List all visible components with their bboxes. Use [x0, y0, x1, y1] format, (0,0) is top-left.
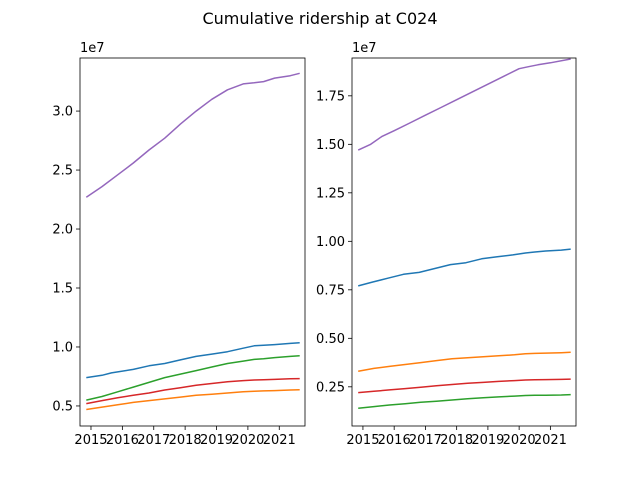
y-tick-label: 0.25	[316, 380, 345, 395]
y-tick-label: 1.50	[316, 138, 345, 153]
x-tick-label: 2018	[169, 433, 202, 448]
y-tick-label: 0.5	[52, 399, 73, 414]
x-tick-label: 2019	[471, 433, 504, 448]
axes-frame	[351, 57, 577, 427]
x-tick-label: 2016	[106, 433, 139, 448]
y-tick-label: 3.0	[52, 105, 73, 120]
series-line-2	[358, 248, 571, 287]
y-tick-label: 1.0	[52, 340, 73, 355]
x-tick-label: 2017	[137, 433, 170, 448]
x-tick-label: 2018	[440, 433, 473, 448]
series-line-5	[358, 393, 571, 409]
axes-frame	[79, 57, 306, 427]
y-tick-label: 1.00	[316, 235, 345, 250]
x-tick-label: 2021	[263, 433, 296, 448]
series-line-5	[86, 388, 300, 411]
y-tick-label: 1.75	[316, 89, 345, 104]
x-tick-label: 2015	[346, 433, 379, 448]
y-tick-label: 1.5	[52, 282, 73, 297]
x-tick-label: 2020	[503, 433, 536, 448]
series-line-2	[86, 342, 300, 379]
series-line-1	[357, 58, 571, 151]
y-tick-label: 0.75	[316, 283, 345, 298]
series-line-3	[86, 355, 300, 401]
y-tick-label: 0.50	[316, 332, 345, 347]
y-offset-label: 1e7	[352, 41, 377, 56]
series-line-4	[358, 378, 571, 394]
x-tick-label: 2019	[200, 433, 233, 448]
x-tick-label: 2021	[534, 433, 567, 448]
chart-title: Cumulative ridership at C024	[202, 9, 437, 28]
x-tick-label: 2017	[409, 433, 442, 448]
y-tick-label: 2.5	[52, 164, 73, 179]
series-line-1	[85, 72, 300, 198]
y-tick-label: 1.25	[316, 186, 345, 201]
series-line-3	[358, 351, 571, 373]
y-offset-label: 1e7	[80, 41, 105, 56]
x-tick-label: 2016	[378, 433, 411, 448]
series-line-4	[86, 377, 300, 405]
y-tick-label: 2.0	[52, 223, 73, 238]
x-tick-label: 2020	[231, 433, 264, 448]
x-tick-label: 2015	[74, 433, 107, 448]
